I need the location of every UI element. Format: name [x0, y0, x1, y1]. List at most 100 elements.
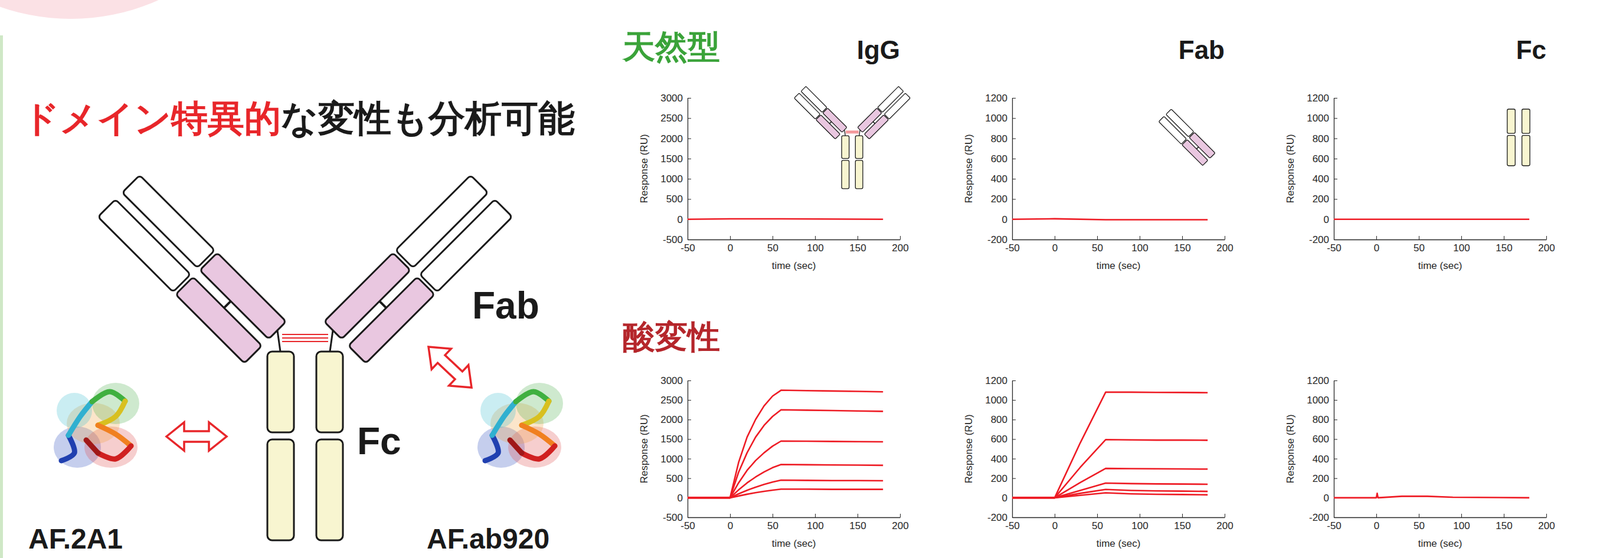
y-tick-mark	[1333, 97, 1338, 99]
x-tick-mark	[1546, 514, 1547, 518]
y-tick-mark	[1012, 158, 1016, 160]
x-tick-mark	[772, 514, 774, 518]
x-tick-mark	[730, 236, 731, 240]
x-axis-line	[1334, 517, 1547, 519]
sensorgram-line	[687, 465, 883, 499]
x-tick: 50	[1413, 514, 1425, 532]
y-tick-mark	[1012, 138, 1016, 140]
x-tick-mark	[815, 514, 816, 518]
y-tick-label: 1200	[985, 375, 1008, 387]
y-tick-label: 1000	[1306, 112, 1330, 124]
y-tick-mark	[1333, 478, 1338, 480]
y-tick-label: 200	[1312, 473, 1330, 485]
y-tick-mark	[687, 478, 692, 480]
y-axis-title: Response (RU)	[1284, 414, 1297, 484]
y-tick-mark	[1012, 478, 1016, 480]
hinge-bond	[845, 131, 859, 132]
y-tick-label: 600	[1312, 433, 1330, 446]
y-tick-mark	[1333, 459, 1338, 460]
y-tick-mark	[1333, 118, 1338, 119]
x-tick-label: 150	[1173, 242, 1191, 254]
y-tick-mark	[1333, 178, 1338, 180]
ribbon	[485, 435, 499, 461]
x-tick-label: 200	[891, 520, 909, 532]
sensorgram-line	[1012, 493, 1208, 499]
y-tick-mark	[1012, 380, 1016, 382]
panel: -50050100150200-200020040060080010001200…	[963, 375, 1234, 550]
ribbon	[97, 446, 132, 460]
y-tick-mark	[1333, 198, 1338, 200]
plot-area	[1333, 493, 1530, 498]
x-tick-mark	[900, 236, 901, 240]
y-tick-label: 600	[1312, 153, 1330, 165]
y-axis: -500050010001500200025003000	[660, 92, 692, 246]
y-tick: 1200	[985, 92, 1016, 104]
y-axis: -200020040060080010001200	[985, 375, 1016, 524]
disulfide-bond	[872, 121, 875, 124]
x-axis-title: time (sec)	[771, 260, 817, 272]
y-tick-label: -200	[987, 512, 1008, 524]
figure: ドメイン特異的な変性も分析可能FabFcAF.2A1AF.ab920天然型酸変性…	[0, 0, 1600, 558]
x-tick-mark	[1139, 236, 1141, 240]
x-tick-mark	[857, 236, 859, 240]
y-tick-mark	[1012, 97, 1016, 99]
hinge-bond	[845, 132, 859, 134]
y-tick-mark	[687, 517, 692, 519]
sensorgram-line	[1012, 483, 1208, 499]
disulfide-bond	[1196, 146, 1199, 149]
x-tick: 150	[849, 514, 866, 532]
sensorgram-line	[1333, 218, 1530, 221]
y-tick-mark	[687, 198, 692, 200]
fab-arm	[1158, 109, 1216, 166]
y-tick: 400	[990, 453, 1016, 466]
sensorgram-line	[687, 480, 883, 499]
ribbon	[509, 440, 522, 454]
y-tick: 200	[1312, 473, 1338, 485]
left-half	[794, 86, 847, 139]
y-tick: -200	[987, 234, 1016, 246]
x-tick-mark	[1503, 514, 1505, 518]
sensorgram-line	[1012, 489, 1208, 499]
fc-domain	[1507, 135, 1516, 166]
fc-domain	[267, 439, 294, 541]
x-tick-label: 200	[1216, 242, 1233, 254]
sensorgram-line	[1333, 493, 1530, 498]
x-tick-mark	[900, 514, 901, 518]
title-part: ドメイン特異的	[22, 97, 281, 139]
x-axis-line	[688, 239, 901, 241]
y-tick: 500	[666, 193, 692, 205]
hinge-link	[277, 330, 281, 352]
x-tick: 0	[727, 514, 734, 532]
light-variable-domain	[794, 93, 821, 120]
y-tick: 1200	[1306, 92, 1338, 104]
y-axis-title: Response (RU)	[963, 133, 975, 204]
x-tick-label: 50	[1413, 520, 1425, 532]
x-tick: 0	[727, 236, 734, 254]
sensorgram-line	[687, 441, 883, 499]
y-axis: -200020040060080010001200	[985, 92, 1016, 246]
panel: -50050100150200-200020040060080010001200…	[1284, 375, 1556, 550]
y-tick-label: 500	[666, 193, 683, 205]
column-title: IgG	[856, 35, 901, 65]
y-tick-mark	[687, 419, 692, 421]
disulfide-bond	[224, 301, 231, 309]
y-tick-label: 0	[677, 492, 683, 505]
x-tick-mark	[1097, 236, 1098, 240]
y-tick: -500	[662, 234, 692, 246]
fab-arm	[324, 175, 513, 364]
light-variable-domain	[884, 93, 911, 120]
x-tick: 150	[1173, 514, 1191, 532]
x-tick-mark	[1097, 514, 1098, 518]
ribbon	[97, 425, 132, 447]
x-tick: 100	[1131, 514, 1148, 532]
x-axis: -50050100150200	[1005, 514, 1233, 532]
y-tick: 1000	[985, 112, 1016, 124]
x-tick-label: 150	[849, 242, 866, 254]
ribbon	[92, 391, 126, 402]
x-tick-mark	[1139, 514, 1141, 518]
y-tick-label: -500	[662, 234, 683, 246]
x-axis-title: time (sec)	[1096, 538, 1141, 550]
y-tick-label: 2000	[660, 414, 683, 426]
y-tick-mark	[1333, 439, 1338, 440]
y-tick-label: 1500	[660, 153, 683, 165]
